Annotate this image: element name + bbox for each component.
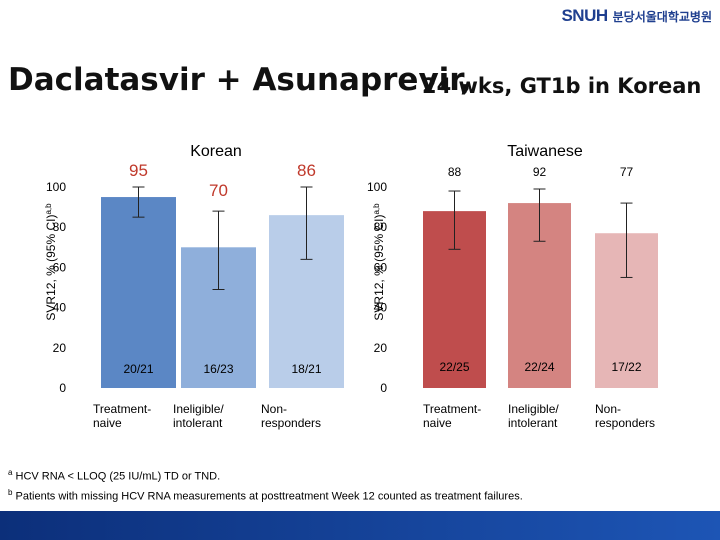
footer-bar [0, 511, 720, 540]
y-axis-label: SVR12, % (95% CI)a,b [372, 203, 387, 321]
category-label: naive [423, 416, 452, 430]
y-tick-label: 80 [53, 220, 67, 234]
y-tick-label: 20 [53, 341, 67, 355]
chart-title: Korean [190, 143, 242, 160]
footnote-text: HCV RNA < LLOQ (25 IU/mL) TD or TND. [15, 470, 221, 483]
y-tick-label: 100 [46, 180, 66, 194]
category-label: Non- [595, 402, 621, 416]
category-label: intolerant [508, 416, 558, 430]
footnotes: a HCV RNA < LLOQ (25 IU/mL) TD or TND. b… [8, 465, 523, 504]
footnote-mark: a [8, 468, 13, 477]
bar [101, 197, 176, 388]
y-tick-label: 20 [374, 341, 388, 355]
value-label: 88 [448, 165, 462, 179]
category-label: Ineligible/ [508, 402, 559, 416]
count-label: 16/23 [203, 362, 233, 376]
value-label: 86 [297, 161, 316, 180]
y-tick-label: 100 [367, 180, 387, 194]
count-label: 18/21 [291, 362, 321, 376]
value-label: 77 [620, 165, 634, 179]
category-label: responders [261, 416, 321, 430]
count-label: 17/22 [611, 360, 641, 374]
category-label: Non- [261, 402, 287, 416]
category-label: responders [595, 416, 655, 430]
count-label: 20/21 [123, 362, 153, 376]
charts-area: Korean 0 20 40 60 80 100 SVR12, % (95% CI)a,b 95… [44, 143, 658, 430]
y-tick-label: 80 [374, 220, 388, 234]
y-axis-label: SVR12, % (95% CI)a,b [44, 203, 59, 321]
category-label: naive [93, 416, 122, 430]
y-tick-label: 0 [380, 381, 387, 395]
hospital-logo: SNUH 분당서울대학교병원 [561, 6, 712, 26]
slide-subtitle: 24 wks, GT1b in Korean [422, 74, 702, 98]
footnote-mark: b [8, 487, 13, 497]
value-label: 92 [533, 165, 547, 179]
category-label: Ineligible/ [173, 402, 224, 416]
category-label: intolerant [173, 416, 223, 430]
hospital-name: 분당서울대학교병원 [612, 9, 712, 24]
y-tick-label: 60 [374, 260, 388, 274]
footnote-a: a HCV RNA < LLOQ (25 IU/mL) TD or TND. [8, 465, 523, 485]
y-tick-label: 60 [53, 260, 67, 274]
value-label: 70 [209, 181, 228, 200]
slide-title: Daclatasvir + Asunaprevir, [8, 62, 472, 98]
category-label: Treatment- [423, 402, 481, 416]
y-tick-label: 0 [59, 381, 66, 395]
category-label: Treatment- [93, 402, 151, 416]
footnote-text: Patients with missing HCV RNA measuremen… [15, 490, 523, 503]
footnote-b: b Patients with missing HCV RNA measurem… [8, 485, 523, 505]
count-label: 22/24 [524, 360, 554, 374]
logo-mark: SNUH [561, 6, 608, 25]
value-label: 95 [129, 161, 148, 180]
y-tick-label: 40 [374, 301, 388, 315]
count-label: 22/25 [439, 360, 469, 374]
y-tick-label: 40 [53, 301, 67, 315]
chart-title: Taiwanese [507, 143, 583, 160]
